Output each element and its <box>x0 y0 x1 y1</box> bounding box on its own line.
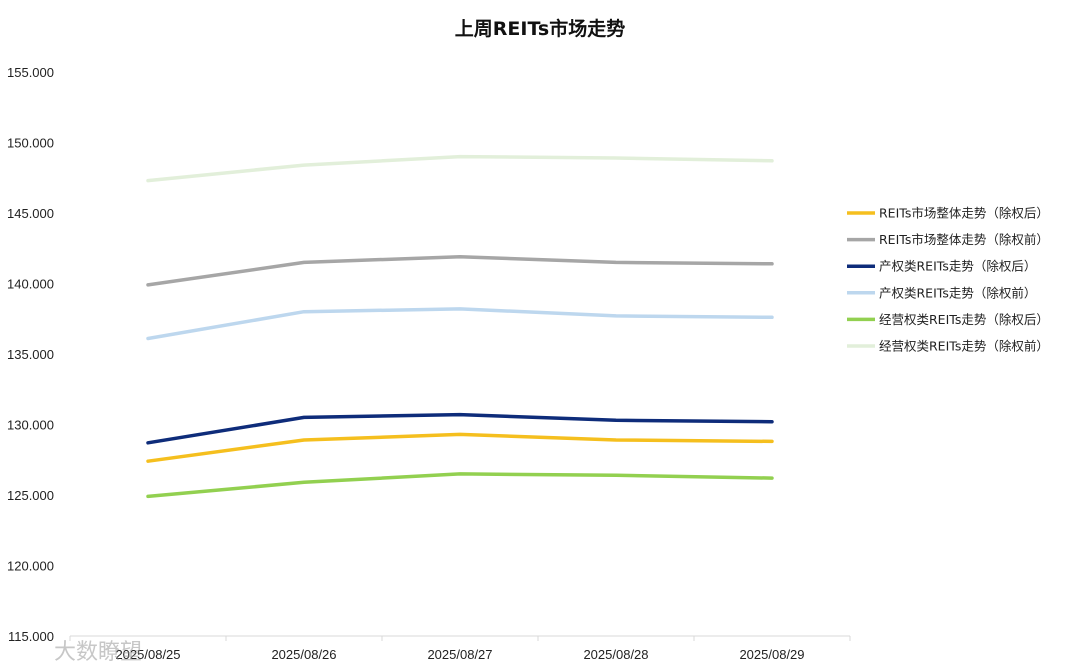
x-tick-label: 2025/08/28 <box>583 647 648 662</box>
legend-label: REITs市场整体走势（除权前） <box>879 232 1049 247</box>
x-tick-label: 2025/08/29 <box>739 647 804 662</box>
y-tick-label: 135.000 <box>7 347 54 362</box>
legend-label: 产权类REITs走势（除权后） <box>879 259 1036 274</box>
legend: REITs市场整体走势（除权后） REITs市场整体走势（除权前） 产权类REITs… <box>847 206 1049 354</box>
y-tick-label: 115.000 <box>8 629 54 644</box>
x-tick-label: 2025/08/26 <box>271 647 336 662</box>
y-tick-label: 155.000 <box>7 65 54 80</box>
x-axis: 2025/08/25 2025/08/26 2025/08/27 2025/08/28… <box>69 635 851 662</box>
watermark: 大数瞭望 <box>54 640 142 665</box>
y-tick-label: 130.000 <box>7 418 54 433</box>
series-lines <box>146 154 774 499</box>
series-line-6 <box>146 154 774 183</box>
x-tick-label: 2025/08/25 <box>115 647 180 662</box>
legend-label: 产权类REITs走势（除权前） <box>879 285 1036 300</box>
legend-label: 经营权类REITs走势（除权前） <box>879 339 1049 354</box>
y-tick-label: 125.000 <box>7 488 54 503</box>
legend-label: REITs市场整体走势（除权后） <box>879 206 1049 221</box>
y-tick-label: 140.000 <box>7 277 54 292</box>
series-line-2 <box>146 254 774 287</box>
y-tick-label: 145.000 <box>7 206 54 221</box>
series-line-1 <box>146 432 774 463</box>
y-tick-label: 120.000 <box>7 559 54 574</box>
y-axis: 115.000 120.000 125.000 130.000 135.000 140.0… <box>7 65 54 644</box>
series-line-4 <box>146 307 774 341</box>
x-tick-label: 2025/08/27 <box>427 647 492 662</box>
series-line-5 <box>146 472 774 499</box>
legend-label: 经营权类REITs走势（除权后） <box>879 312 1049 327</box>
chart-title: 上周REITs市场走势 <box>455 17 625 40</box>
series-line-3 <box>146 412 774 445</box>
y-tick-label: 150.000 <box>7 136 54 151</box>
